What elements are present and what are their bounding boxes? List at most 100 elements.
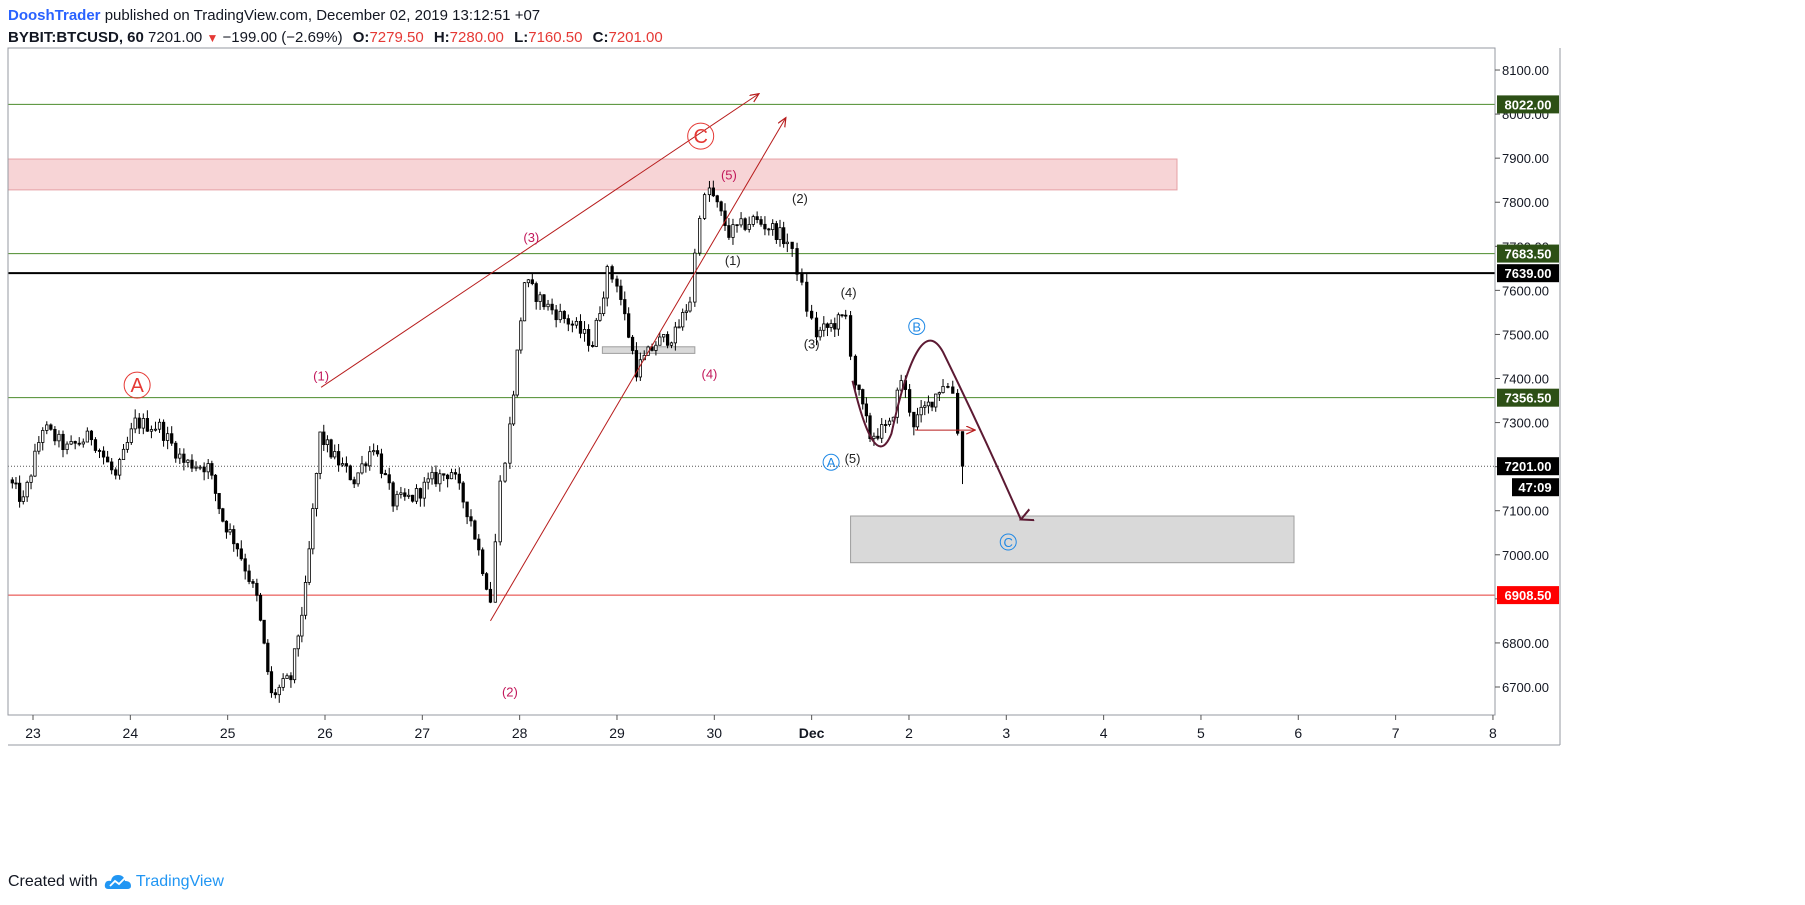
symbol-name[interactable]: BYBIT:BTCUSD, 60 xyxy=(8,29,144,46)
candle-body xyxy=(941,385,945,394)
candle xyxy=(610,264,614,283)
candle-body xyxy=(178,453,182,459)
candle-body xyxy=(546,303,550,308)
y-tick-label: 7400.00 xyxy=(1502,372,1549,387)
candle-body xyxy=(41,430,45,443)
candle-body xyxy=(747,224,751,230)
candle-body xyxy=(133,417,137,430)
candle-body xyxy=(182,453,186,463)
candle-body xyxy=(570,323,574,326)
candle-body xyxy=(372,450,376,453)
candle xyxy=(735,224,739,233)
candle xyxy=(534,281,538,310)
candle-body xyxy=(45,424,49,431)
candle xyxy=(414,484,419,505)
candle xyxy=(605,264,609,307)
candle xyxy=(530,272,534,286)
candle xyxy=(598,306,602,322)
candle-body xyxy=(318,431,322,474)
candle-body xyxy=(303,582,308,616)
author-link[interactable]: DooshTrader xyxy=(8,7,101,24)
candle-body xyxy=(610,266,614,280)
candle-body xyxy=(157,421,162,430)
drawings-layer xyxy=(320,94,1021,622)
candle-body xyxy=(422,481,426,499)
candle xyxy=(941,379,945,394)
candle-body xyxy=(125,442,130,450)
candle-body xyxy=(937,392,942,395)
candle-body xyxy=(844,314,848,317)
candle xyxy=(383,469,387,476)
candle-body xyxy=(508,423,512,464)
trend-arrow-lower xyxy=(490,118,785,622)
candle-body xyxy=(677,326,681,329)
candle xyxy=(484,572,489,591)
candle-body xyxy=(198,466,202,469)
plot-border xyxy=(7,47,1496,716)
candle xyxy=(743,217,747,232)
candle-body xyxy=(85,430,89,443)
candle xyxy=(198,464,202,471)
candle-body xyxy=(387,474,391,484)
candle-body xyxy=(956,392,960,434)
candle-body xyxy=(53,428,57,442)
wave-label-circle: B xyxy=(908,318,926,336)
candle xyxy=(591,341,595,348)
candle-body xyxy=(715,195,719,203)
candle xyxy=(375,445,380,457)
candle-body xyxy=(658,336,662,346)
candle-body xyxy=(348,465,352,481)
candle-body xyxy=(325,439,330,445)
candle-body xyxy=(110,461,114,471)
wave-circle xyxy=(123,371,151,399)
candle xyxy=(110,458,114,475)
candle xyxy=(774,220,778,244)
price-label: 7201.00 xyxy=(1505,459,1552,474)
candle xyxy=(578,314,583,339)
candle-body xyxy=(333,451,337,458)
candle-body xyxy=(149,429,154,432)
candle xyxy=(137,413,141,434)
tradingview-link[interactable]: TradingView xyxy=(135,873,224,890)
candle-body xyxy=(251,581,255,584)
candle-body xyxy=(857,384,861,390)
candle xyxy=(562,310,566,324)
candle-body xyxy=(946,385,950,388)
price-label-bg xyxy=(1497,388,1559,407)
candle-body xyxy=(438,473,442,485)
candle-body xyxy=(731,224,735,238)
candle-body xyxy=(340,463,345,466)
close-label: C: xyxy=(592,29,609,46)
candle xyxy=(751,214,755,227)
candle-body xyxy=(311,508,315,550)
candle xyxy=(519,317,523,354)
y-tick-label: 7900.00 xyxy=(1502,151,1549,166)
y-tick-label: 8100.00 xyxy=(1502,63,1549,78)
candle xyxy=(956,389,960,436)
candle xyxy=(114,467,118,480)
candle xyxy=(105,450,110,463)
candle-body xyxy=(795,248,799,275)
candle-body xyxy=(445,474,450,480)
candle-body xyxy=(395,493,399,507)
candle xyxy=(318,431,322,480)
candle-body xyxy=(399,492,403,495)
x-tick-label: 8 xyxy=(1489,725,1497,741)
candle xyxy=(615,275,619,293)
candle-body xyxy=(688,301,692,312)
candle xyxy=(844,309,848,320)
candle-body xyxy=(336,451,341,466)
candle-body xyxy=(810,310,814,319)
candle xyxy=(25,480,29,502)
candle xyxy=(872,432,876,446)
candle-body xyxy=(93,439,98,451)
candle xyxy=(795,242,799,282)
candle xyxy=(669,341,674,349)
candle-body xyxy=(833,323,837,330)
candle-body xyxy=(314,473,319,509)
x-tick-label: 27 xyxy=(415,725,431,741)
candle-body xyxy=(594,319,598,347)
y-tick-label: 7100.00 xyxy=(1502,504,1549,519)
publish-text: published on TradingView.com, December 0… xyxy=(100,7,541,24)
